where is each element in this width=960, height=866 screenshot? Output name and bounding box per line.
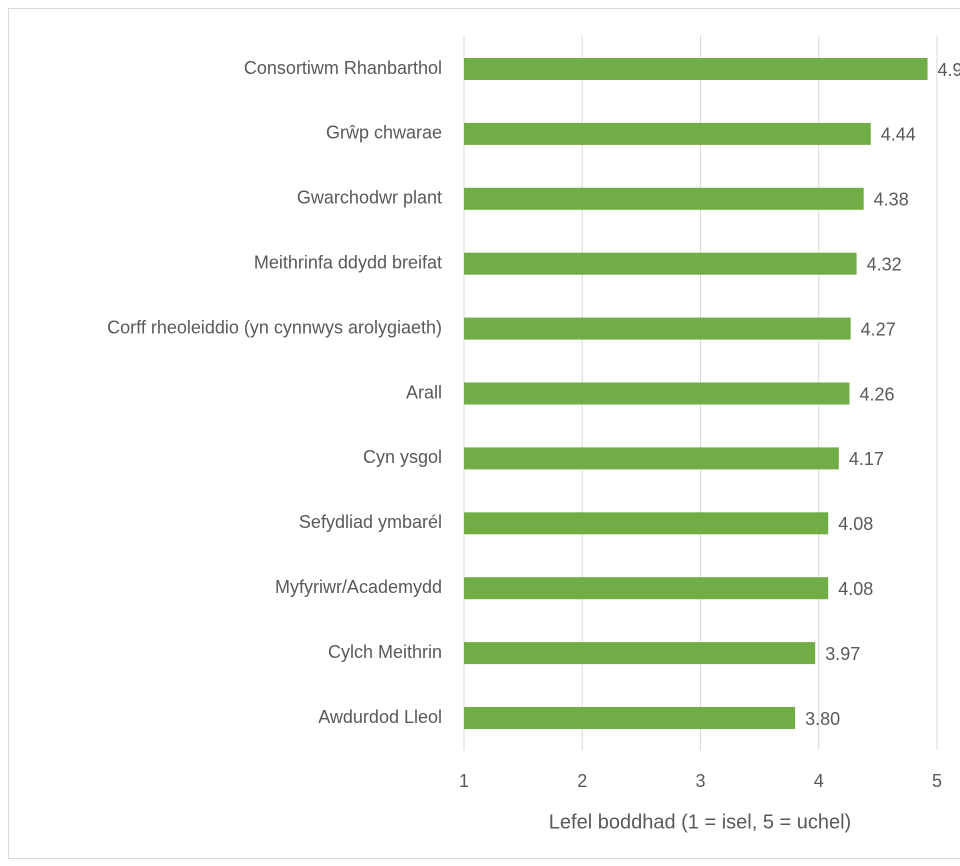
- y-tick-label: Awdurdod Lleol: [318, 707, 442, 727]
- x-tick-label: 5: [932, 771, 942, 791]
- y-tick-label: Gwarchodwr plant: [297, 188, 442, 208]
- y-tick-label: Grŵp chwarae: [326, 123, 442, 143]
- bar: [464, 447, 839, 470]
- value-label: 4.44: [881, 125, 916, 145]
- bar: [464, 512, 829, 535]
- bar: [464, 642, 816, 665]
- value-label: 4.17: [849, 449, 884, 469]
- bar: [464, 187, 864, 210]
- bar: [464, 317, 851, 340]
- value-label: 4.08: [838, 579, 873, 599]
- bar: [464, 577, 829, 600]
- x-tick-label: 3: [695, 771, 705, 791]
- value-label: 3.97: [825, 644, 860, 664]
- y-tick-label: Myfyriwr/Academydd: [275, 577, 442, 597]
- value-label: 4.27: [861, 319, 896, 339]
- value-label: 4.08: [838, 514, 873, 534]
- value-label: 4.92: [938, 60, 960, 80]
- y-tick-label: Corff rheoleiddio (yn cynnwys arolygiaet…: [107, 317, 442, 337]
- bar: [464, 252, 857, 275]
- y-tick-label: Arall: [406, 382, 442, 402]
- x-tick-label: 4: [814, 771, 824, 791]
- y-tick-label: Cylch Meithrin: [328, 642, 442, 662]
- value-label: 3.80: [805, 709, 840, 729]
- value-label: 4.26: [859, 384, 894, 404]
- value-label: 4.32: [867, 254, 902, 274]
- y-tick-label: Consortiwm Rhanbarthol: [244, 58, 442, 78]
- y-tick-label: Sefydliad ymbarél: [299, 512, 442, 532]
- bar: [464, 58, 928, 80]
- y-tick-label: Meithrinfa ddydd breifat: [254, 252, 442, 272]
- y-tick-label: Cyn ysgol: [363, 447, 442, 467]
- x-axis-title: Lefel boddhad (1 = isel, 5 = uchel): [549, 811, 851, 833]
- bar: [464, 122, 871, 145]
- x-tick-label: 2: [577, 771, 587, 791]
- x-tick-label: 1: [459, 771, 469, 791]
- bar: [464, 382, 850, 405]
- value-label: 4.38: [874, 190, 909, 210]
- bar: [464, 707, 796, 729]
